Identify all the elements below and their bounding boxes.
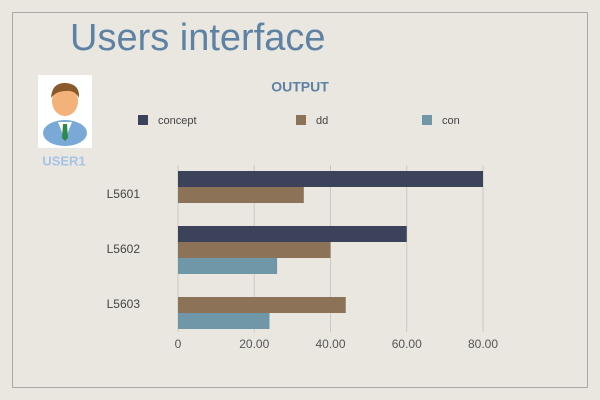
bar	[178, 171, 483, 187]
bar	[178, 226, 407, 242]
legend-swatch	[422, 115, 432, 125]
user-label: USER1	[42, 153, 85, 168]
x-tick-label: 40.00	[315, 337, 345, 351]
bar	[178, 187, 304, 203]
slide-border	[12, 12, 588, 388]
chart-title: OUTPUT	[271, 79, 329, 95]
y-tick-label: L5601	[107, 187, 141, 201]
x-tick-label: 60.00	[392, 337, 422, 351]
y-tick-label: L5603	[107, 297, 141, 311]
x-tick-label: 80.00	[468, 337, 498, 351]
bar	[178, 258, 278, 274]
bar	[178, 313, 270, 329]
legend-swatch	[138, 115, 148, 125]
legend-label: concept	[158, 115, 197, 127]
legend-swatch	[296, 115, 306, 125]
bar	[178, 297, 346, 313]
bar	[178, 242, 331, 258]
legend-label: con	[442, 115, 460, 127]
slide-title: Users interface	[70, 17, 326, 59]
x-tick-label: 0	[175, 337, 182, 351]
x-tick-label: 20.00	[239, 337, 269, 351]
y-tick-label: L5602	[107, 242, 141, 256]
legend-label: dd	[316, 115, 328, 127]
user-avatar	[38, 75, 92, 148]
